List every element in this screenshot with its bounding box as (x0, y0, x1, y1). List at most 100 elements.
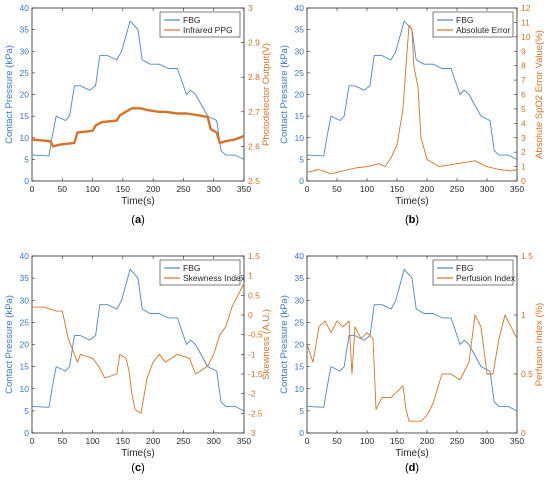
x-tick-label: 350 (510, 184, 524, 194)
y-right-tick-label: -2.5 (248, 408, 263, 418)
y-right-tick-label: 1 (521, 162, 526, 172)
y-left-tick-label: 30 (295, 46, 305, 56)
legend-entry: Skewness Index (183, 273, 246, 283)
x-tick-label: 100 (85, 436, 99, 446)
x-tick-label: 50 (332, 184, 342, 194)
series-line-fbg (306, 20, 518, 160)
panel-label: (a) (131, 214, 144, 226)
y-right-tick-label: 10 (521, 32, 531, 42)
y-right-tick-label: 4 (521, 118, 526, 128)
legend (159, 259, 241, 286)
x-axis-label: Time(s) (121, 196, 155, 207)
y-right-tick-label: 6 (521, 90, 526, 100)
chart-panel-b: 0 50 100 150 200 250 300 3500510152025303540012… (279, 3, 545, 226)
y-right-tick-label: 9 (521, 46, 526, 56)
x-tick-label: 0 (30, 184, 35, 194)
y-left-tick-label: 5 (24, 406, 29, 416)
x-tick-label: 250 (450, 436, 464, 446)
series-line-skewness-index (32, 283, 245, 414)
legend (432, 259, 514, 286)
x-tick-label: 100 (85, 184, 99, 194)
chart-panel-d: 0 50 100 150 200 250 300 350051015202530354000.… (279, 251, 545, 474)
y-right-tick-label: 0.5 (521, 369, 533, 379)
y-right-tick-label: 2.6 (248, 141, 260, 151)
y-left-tick-label: 0 (24, 428, 29, 438)
y-left-tick-label: 5 (24, 154, 29, 164)
panel-label: (d) (405, 462, 419, 474)
x-tick-label: 300 (480, 436, 494, 446)
x-tick-label: 200 (146, 436, 160, 446)
legend-entry: Absolute Error (456, 25, 510, 35)
y-left-tick-label: 15 (295, 111, 305, 121)
y-right-axis-label: Skewness (A.U.) (261, 309, 272, 380)
y-left-tick-label: 10 (295, 133, 305, 143)
y-right-axis-label: Perfusion Index (%) (534, 303, 545, 386)
y-left-tick-label: 20 (20, 90, 30, 100)
y-right-tick-label: -3 (248, 428, 256, 438)
series-line-perfusion-index (306, 314, 518, 422)
x-axis-label: Time(s) (395, 448, 429, 459)
y-left-tick-label: 40 (295, 251, 305, 261)
y-right-tick-label: 0 (521, 428, 526, 438)
legend-entry: Perfusion Index (456, 273, 516, 283)
y-left-axis-label: Contact Pressure (kPa) (4, 45, 15, 144)
y-right-tick-label: -2 (248, 389, 256, 399)
y-left-tick-label: 25 (20, 68, 30, 78)
panel-label: (c) (131, 462, 144, 474)
y-right-tick-label: 5 (521, 104, 526, 114)
x-tick-label: 150 (390, 184, 404, 194)
x-tick-label: 150 (116, 436, 130, 446)
y-right-tick-label: 3 (248, 3, 253, 13)
y-left-tick-label: 40 (20, 3, 30, 13)
y-right-tick-label: 3 (521, 133, 526, 143)
legend-entry: FBG (183, 263, 200, 273)
legend (432, 11, 514, 38)
y-left-tick-label: 35 (20, 25, 30, 35)
y-left-tick-label: 30 (295, 295, 305, 305)
panel-label: (b) (405, 214, 419, 226)
x-tick-label: 200 (146, 184, 160, 194)
series-line-fbg (31, 20, 245, 160)
y-left-tick-label: 10 (295, 384, 305, 394)
x-tick-label: 350 (237, 436, 251, 446)
y-left-tick-label: 35 (20, 273, 30, 283)
x-tick-label: 50 (58, 436, 68, 446)
y-left-tick-label: 10 (20, 384, 30, 394)
y-left-tick-label: 20 (295, 340, 305, 350)
x-tick-label: 0 (305, 436, 310, 446)
y-right-axis-label: Absolute SpO2 Error Value(%) (534, 30, 545, 159)
y-left-tick-label: 5 (299, 154, 304, 164)
y-left-tick-label: 40 (20, 251, 30, 261)
series-line-fbg (31, 268, 245, 412)
y-right-tick-label: 1.5 (248, 251, 260, 261)
x-tick-label: 300 (207, 184, 221, 194)
x-tick-label: 350 (237, 184, 251, 194)
x-tick-label: 150 (390, 436, 404, 446)
y-left-tick-label: 25 (295, 317, 305, 327)
x-axis-label: Time(s) (395, 196, 429, 207)
y-left-tick-label: 10 (20, 133, 30, 143)
y-right-tick-label: 1 (248, 271, 253, 281)
x-tick-label: 250 (176, 436, 190, 446)
y-right-tick-label: 7 (521, 75, 526, 85)
series-line-infrared-ppg (31, 107, 245, 148)
y-left-tick-label: 0 (299, 428, 304, 438)
x-tick-label: 0 (305, 184, 310, 194)
y-right-tick-label: 11 (521, 17, 530, 27)
chart-panel-a: 0 50 100 150 200 250 300 350 0 5 10 15 20 25 30 35 40 2.5… (4, 3, 272, 226)
y-right-tick-label: 2.5 (248, 176, 260, 186)
y-left-tick-label: 20 (20, 340, 30, 350)
y-left-tick-label: 30 (20, 46, 30, 56)
x-tick-label: 0 (30, 436, 35, 446)
y-left-tick-label: 25 (295, 68, 305, 78)
y-left-tick-label: 15 (295, 362, 305, 372)
y-right-tick-label: 2 (521, 147, 526, 157)
x-tick-label: 200 (420, 436, 434, 446)
y-right-tick-label: 0 (248, 310, 253, 320)
x-tick-label: 300 (207, 436, 221, 446)
legend-entry: Infrared PPG (183, 25, 233, 35)
y-right-tick-label: 0 (521, 176, 526, 186)
y-left-tick-label: 15 (20, 111, 30, 121)
y-right-tick-label: 2.9 (248, 38, 260, 48)
